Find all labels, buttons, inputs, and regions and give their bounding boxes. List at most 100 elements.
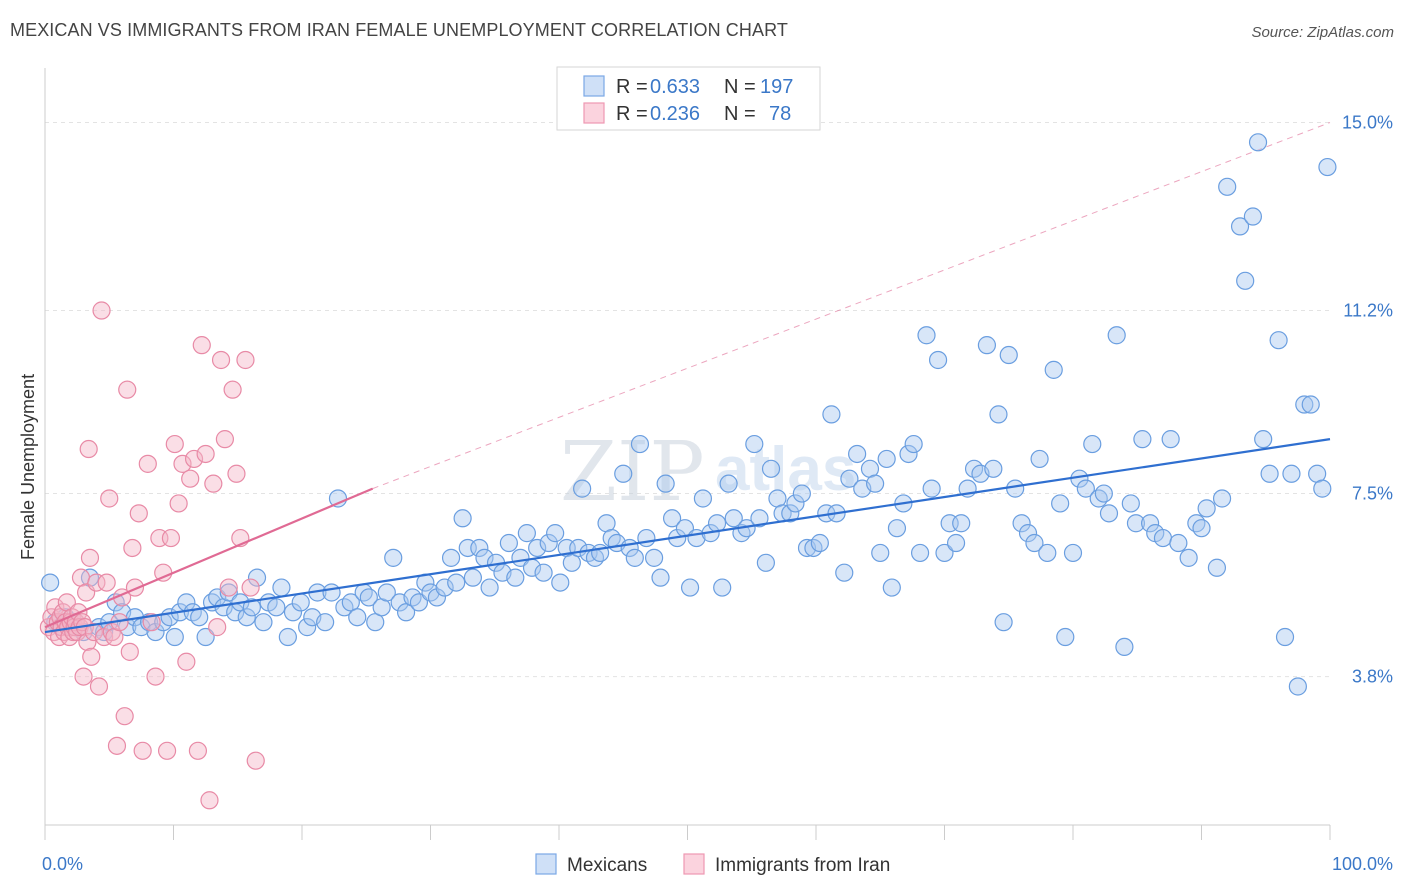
mexicans-point	[1051, 494, 1070, 513]
legend-r-value-1: 0.633	[650, 76, 700, 98]
mexicans-point	[1056, 627, 1075, 647]
mexicans-point	[917, 326, 936, 345]
mexicans-point	[1030, 449, 1049, 469]
mexicans-point	[1044, 360, 1063, 379]
mexicans-point	[1018, 524, 1038, 543]
mexicans-point	[882, 578, 901, 597]
mexicans-point	[1269, 331, 1288, 350]
iran-point	[87, 573, 106, 592]
iran-point	[236, 350, 255, 370]
mexicans-point	[409, 593, 429, 612]
iran-point	[123, 538, 142, 558]
legend-n-value-2: 78	[769, 103, 791, 125]
mexicans-point	[1318, 157, 1337, 177]
iran-point	[79, 439, 98, 459]
chart-title: MEXICAN VS IMMIGRANTS FROM IRAN FEMALE U…	[10, 20, 788, 40]
iran-point	[92, 301, 111, 320]
iran-point	[89, 677, 109, 696]
mexicans-point	[904, 434, 923, 454]
mexicans-point	[1197, 499, 1216, 518]
mexicans-point	[1282, 464, 1301, 483]
iran-trend-extension	[372, 122, 1331, 490]
mexicans-point	[1192, 519, 1211, 538]
mexicans-point	[810, 533, 829, 553]
mexicans-point	[1243, 207, 1263, 226]
mexicans-point	[237, 608, 256, 627]
bottom-legend-mexicans: Mexicans	[567, 855, 647, 876]
mexicans-point	[994, 613, 1013, 632]
mexicans-point	[724, 509, 743, 528]
mexicans-point	[887, 519, 907, 538]
mexicans-point	[1187, 514, 1206, 533]
bottom-legend-iran: Immigrants from Iran	[715, 855, 890, 876]
mexicans-point	[935, 543, 954, 563]
mexicans-point	[1275, 627, 1295, 647]
mexicans-point	[1313, 479, 1332, 498]
mexicans-point	[1083, 434, 1102, 454]
mexicans-point	[359, 588, 378, 607]
mexicans-point	[278, 627, 297, 647]
mexicans-point	[614, 464, 633, 483]
mexicans-point	[377, 583, 396, 602]
legend-n-value-1: 197	[760, 76, 793, 98]
mexicans-point	[786, 494, 805, 513]
mexicans-point	[866, 474, 885, 493]
mexicans-point	[1248, 133, 1268, 152]
mexicans-point	[1094, 484, 1113, 503]
mexicans-point	[298, 618, 317, 637]
iran-point	[246, 751, 265, 770]
legend-n-label-2: N =	[724, 103, 756, 125]
iran-point	[188, 741, 208, 760]
source-label: Source: ZipAtlas.com	[1251, 24, 1394, 41]
mexicans-point	[1012, 514, 1031, 533]
mexicans-point	[662, 509, 682, 528]
mexicans-point	[528, 538, 547, 558]
mexicans-point	[447, 573, 466, 592]
mexicans-point	[922, 479, 941, 498]
iran-point	[184, 449, 204, 469]
mexicans-point	[384, 548, 403, 567]
mexicans-point	[463, 568, 483, 587]
mexicans-point	[1207, 558, 1227, 577]
mexicans-point	[1076, 479, 1095, 498]
mexicans-point	[506, 568, 525, 587]
mexicans-point	[928, 350, 948, 370]
iran-point	[200, 791, 219, 810]
mexicans-trend-line	[44, 438, 1331, 634]
mexicans-point	[1107, 326, 1126, 345]
iran-point	[107, 736, 127, 755]
iran-point	[157, 741, 177, 760]
iran-point	[169, 494, 188, 513]
mexicans-point	[656, 474, 675, 493]
mexicans-point	[781, 504, 800, 523]
mexicans-points	[41, 133, 1337, 696]
iran-point	[133, 741, 152, 760]
mexicans-point	[644, 548, 664, 567]
iran-point	[215, 430, 234, 449]
mexicans-point	[1288, 677, 1307, 696]
mexicans-point	[441, 548, 461, 567]
iran-point	[97, 573, 116, 592]
mexicans-point	[713, 578, 732, 597]
mexicans-point	[1025, 533, 1044, 553]
iran-point	[227, 464, 246, 483]
mexicans-point	[1260, 464, 1279, 483]
mexicans-point	[989, 405, 1008, 424]
bottom-legend-swatch-mexicans	[535, 853, 557, 875]
mexicans-point	[871, 543, 890, 563]
legend-n-label-1: N =	[724, 76, 756, 98]
mexicans-point	[272, 578, 291, 597]
mexicans-point	[822, 405, 841, 424]
mexicans-point	[792, 484, 811, 503]
mexicans-point	[539, 533, 558, 553]
mexicans-point	[1218, 177, 1237, 196]
mexicans-point	[899, 444, 918, 464]
mexicans-point	[877, 449, 896, 469]
mexicans-point	[952, 514, 971, 533]
x-tick-label-max: 100.0%	[1332, 854, 1393, 874]
legend-swatch-mexicans	[583, 75, 605, 97]
x-tick-label-min: 0.0%	[42, 854, 83, 874]
iran-point	[241, 578, 260, 597]
bottom-legend-swatch-iran	[683, 853, 705, 875]
mexicans-point	[1161, 430, 1180, 449]
